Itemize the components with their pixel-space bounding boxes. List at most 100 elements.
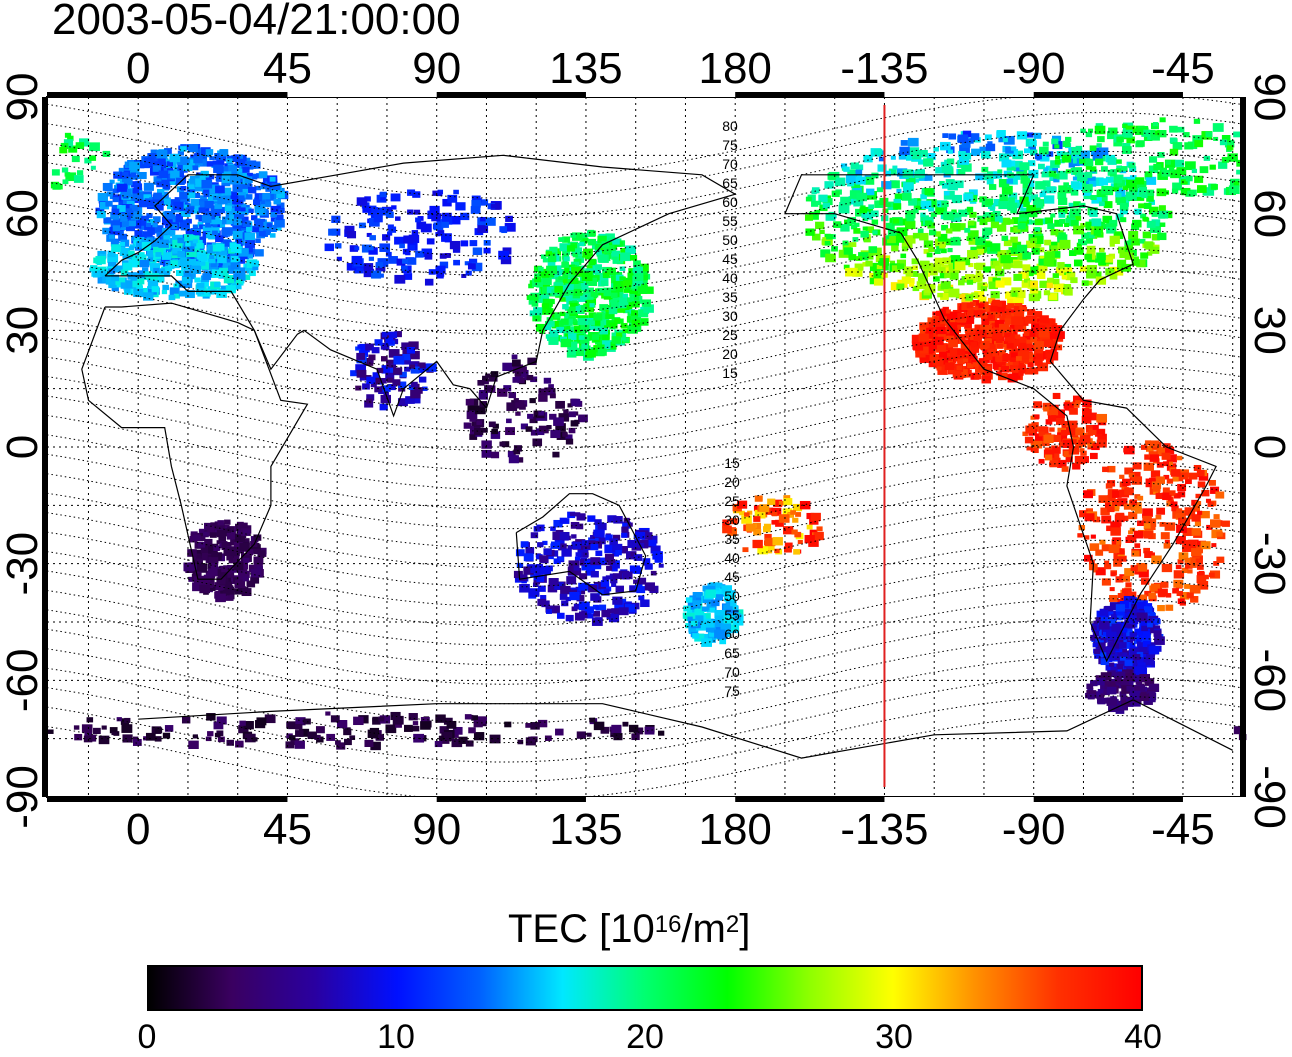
tec-cell xyxy=(132,188,140,194)
tec-cell xyxy=(288,721,298,730)
tec-cell xyxy=(594,540,602,547)
tec-cell xyxy=(249,270,256,277)
tec-cell xyxy=(916,281,927,290)
tec-cell xyxy=(436,191,443,197)
tec-cell xyxy=(533,574,541,581)
tec-cell xyxy=(349,245,359,252)
tec-cell xyxy=(1028,293,1039,302)
tec-cell xyxy=(256,566,263,572)
tec-cell xyxy=(1196,185,1207,193)
tec-cell xyxy=(528,283,534,289)
tec-cell xyxy=(392,715,404,725)
tec-cell xyxy=(216,577,226,585)
tec-cell xyxy=(129,204,139,212)
tec-cell xyxy=(197,221,204,227)
tec-cell xyxy=(555,728,564,736)
tec-cell xyxy=(1210,519,1221,528)
tec-cell xyxy=(114,171,120,177)
tec-cell xyxy=(1039,192,1046,198)
tec-cell xyxy=(142,194,152,202)
tec-cell xyxy=(1089,452,1098,460)
tec-cell xyxy=(588,312,596,319)
tec-cell xyxy=(727,528,738,536)
tec-cell xyxy=(983,212,991,219)
tec-cell xyxy=(631,733,640,741)
tec-cell xyxy=(1107,642,1114,647)
tec-cell xyxy=(547,320,555,327)
tec-cell xyxy=(441,221,449,228)
tec-cell xyxy=(1024,367,1034,375)
tec-cell xyxy=(173,293,180,299)
tec-cell xyxy=(981,166,989,173)
tec-cell xyxy=(484,385,492,392)
tec-cell xyxy=(611,582,617,587)
tec-cell xyxy=(122,262,133,271)
tec-cell xyxy=(597,589,604,595)
tec-cell xyxy=(1176,510,1186,518)
tec-cell xyxy=(1105,256,1114,263)
tec-cell xyxy=(1113,139,1123,147)
tec-cell xyxy=(621,532,628,538)
tec-cell xyxy=(873,271,884,280)
tec-cell xyxy=(334,243,342,249)
tec-cell xyxy=(1099,608,1109,616)
tec-cell xyxy=(1015,290,1026,299)
tec-cell xyxy=(408,713,418,721)
tec-cell xyxy=(1157,447,1168,455)
tec-cell xyxy=(723,615,734,624)
tec-cell xyxy=(1135,192,1142,197)
tec-cell xyxy=(1044,217,1054,225)
tec-cell xyxy=(61,167,69,173)
tec-cell xyxy=(866,191,878,200)
tec-cell xyxy=(891,245,899,252)
tec-cell xyxy=(978,310,986,317)
tec-cell xyxy=(177,237,185,244)
tec-cell xyxy=(527,413,534,419)
tec-cell xyxy=(1153,130,1160,136)
tec-cell xyxy=(547,255,557,263)
tec-cell xyxy=(1065,136,1072,142)
tec-cell xyxy=(890,282,901,291)
tec-cell xyxy=(732,609,744,618)
tec-cell xyxy=(578,601,590,611)
tec-cell xyxy=(1064,222,1070,228)
tec-cell xyxy=(847,169,858,178)
tec-cell xyxy=(1115,192,1122,198)
tec-cell xyxy=(217,520,224,526)
tec-cell xyxy=(354,265,364,274)
tec-cell xyxy=(1016,336,1027,346)
tec-cell xyxy=(226,739,234,746)
tec-cell xyxy=(262,192,271,200)
tec-cell xyxy=(1017,342,1029,352)
tec-cell xyxy=(183,266,190,271)
tec-cell xyxy=(156,204,164,211)
tec-cell xyxy=(1141,651,1149,658)
tec-cell xyxy=(1033,327,1040,333)
tec-cell xyxy=(783,498,793,506)
tec-cell xyxy=(562,304,569,310)
tec-cell xyxy=(973,310,982,317)
tec-cell xyxy=(558,237,565,242)
tec-cell xyxy=(216,529,226,538)
tec-cell xyxy=(441,233,452,242)
tec-cell xyxy=(156,149,168,159)
tec-cell xyxy=(944,191,950,196)
tec-cell xyxy=(192,582,204,592)
tec-cell xyxy=(202,189,210,195)
tec-cell xyxy=(1122,670,1130,676)
tec-cell xyxy=(222,262,233,271)
tec-cell xyxy=(1053,453,1060,459)
tec-cell xyxy=(970,346,980,353)
tec-cell xyxy=(1015,361,1023,367)
tec-cell xyxy=(773,499,783,507)
tec-cell xyxy=(940,142,949,150)
tec-cell xyxy=(110,220,121,229)
tec-cell xyxy=(375,734,384,741)
tec-cell xyxy=(1160,581,1169,588)
tec-cell xyxy=(1107,157,1117,165)
tec-cell xyxy=(885,222,895,230)
tec-cell xyxy=(205,250,217,259)
tec-cell xyxy=(982,233,990,239)
tec-cell xyxy=(138,199,148,208)
tec-cell xyxy=(1089,210,1098,217)
